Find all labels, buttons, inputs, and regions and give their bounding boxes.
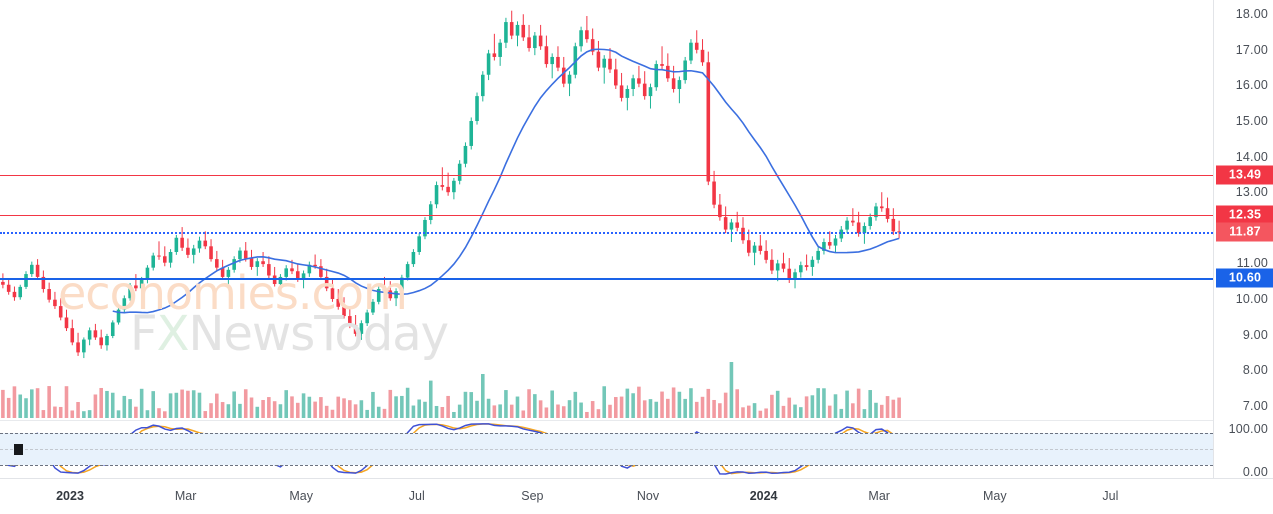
price-badge-support[interactable]: 10.60: [1216, 268, 1273, 288]
time-tick: May: [982, 489, 1007, 503]
price-badge-resistance[interactable]: 13.49: [1216, 165, 1273, 185]
stochastic-level-20: [0, 464, 1213, 466]
study-line-12.35[interactable]: [0, 215, 1213, 217]
price-axis[interactable]: 18.00 17.00 16.00 15.00 14.00 13.00 11.00 10.00…: [1213, 0, 1273, 479]
time-tick: 2023: [56, 489, 84, 503]
time-tick: Nov: [636, 489, 660, 503]
price-tick: 15.00: [1235, 114, 1268, 129]
study-line-11.87[interactable]: [0, 232, 1213, 235]
price-tick: 8.00: [1242, 363, 1268, 378]
study-line-13.49[interactable]: [0, 174, 1213, 176]
time-axis[interactable]: 2023 Mar May Jul Sep Nov 2024 Mar May Jul: [0, 478, 1213, 514]
price-chart-pane[interactable]: economies.com FXNewsToday: [0, 0, 1213, 420]
price-badge-resistance[interactable]: 12.35: [1216, 205, 1273, 225]
price-tick: 7.00: [1242, 398, 1268, 413]
moving-average-line: [112, 48, 900, 314]
candlesticks[interactable]: [1, 10, 901, 359]
price-badge-last-price[interactable]: 11.87: [1216, 222, 1273, 242]
price-tick: 14.00: [1235, 149, 1268, 164]
time-tick: May: [289, 489, 313, 503]
price-axis-divider: [1213, 478, 1273, 479]
price-tick: 18.00: [1235, 7, 1268, 22]
stochastic-pane[interactable]: [0, 420, 1213, 478]
time-tick: 2024: [749, 489, 778, 503]
price-series-svg: [1, 10, 901, 418]
stochastic-level-80: [0, 433, 1213, 435]
price-tick: 13.00: [1235, 185, 1268, 200]
stochastic-series-svg: [2, 423, 900, 475]
price-tick: 17.00: [1235, 42, 1268, 57]
time-tick: Jul: [408, 489, 425, 503]
pane-divider: [0, 420, 1213, 421]
time-tick: Sep: [521, 489, 544, 503]
stochastic-tick: 100.00: [1228, 422, 1268, 436]
stochastic-k-line: [2, 423, 900, 475]
stochastic-d-line: [2, 423, 900, 475]
stochastic-band: [0, 433, 1213, 465]
price-tick: 10.00: [1235, 291, 1268, 306]
oscillator-marker: [14, 444, 23, 455]
study-line-10.6[interactable]: [0, 277, 1213, 280]
stochastic-tick: 0.00: [1242, 465, 1268, 479]
price-tick: 16.00: [1235, 78, 1268, 93]
volume-bars: [1, 362, 901, 418]
time-tick: Jul: [1102, 489, 1119, 503]
time-tick: Mar: [174, 489, 197, 503]
stochastic-level-50: [0, 449, 1213, 450]
price-tick: 11.00: [1236, 256, 1268, 271]
price-tick: 9.00: [1242, 327, 1268, 342]
time-tick: Mar: [868, 489, 890, 503]
